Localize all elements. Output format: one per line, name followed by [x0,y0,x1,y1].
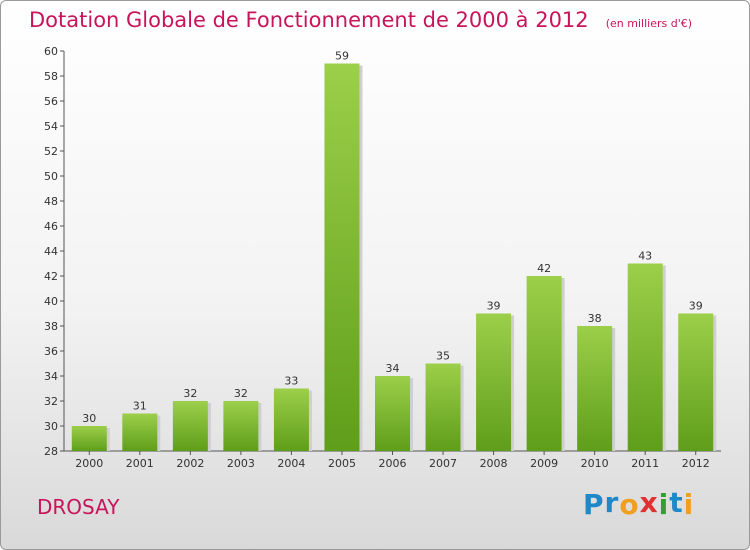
bar-2007 [425,363,461,451]
bar-2004 [273,388,309,451]
value-label-2012: 39 [689,300,703,313]
y-tick-label: 28 [44,445,58,458]
y-tick-label: 60 [44,45,58,58]
y-tick-label: 34 [44,370,58,383]
y-tick-label: 58 [44,70,58,83]
y-tick-label: 30 [44,420,58,433]
bars [71,63,717,451]
proxiti-logo[interactable]: Proxiti [583,486,695,521]
x-tick-label-2001: 2001 [126,457,154,470]
value-label-2003: 32 [234,387,248,400]
logo-letter: r [604,486,620,519]
y-tick-label: 32 [44,395,58,408]
x-tick-label-2011: 2011 [631,457,659,470]
y-tick-label: 40 [44,295,58,308]
x-tick-label-2006: 2006 [379,457,407,470]
x-tick-label-2008: 2008 [480,457,508,470]
value-label-2010: 38 [588,312,602,325]
bar-2012 [678,313,714,451]
value-label-2006: 34 [386,362,400,375]
value-label-2008: 39 [487,300,501,313]
logo-letter: P [583,488,605,521]
bar-2003 [223,401,259,451]
value-label-2001: 31 [133,400,147,413]
y-tick-label: 54 [44,120,58,133]
logo-letter: i [658,488,670,521]
bar-2000 [71,426,107,451]
x-tick-label-2000: 2000 [75,457,103,470]
logo-letter: t [669,486,684,519]
bar-2010 [577,326,613,451]
bar-2011 [627,263,663,451]
x-tick-label-2012: 2012 [682,457,710,470]
value-label-2011: 43 [638,250,652,263]
axes: 28 30 32 34 36 38 40 42 44 46 48 50 52 54 56 58 60 [44,45,721,458]
x-tick-label-2007: 2007 [429,457,457,470]
chart-title: Dotation Globale de Fonctionnement de 20… [29,8,589,32]
bar-2002 [172,401,208,451]
chart-subtitle: (en milliers d'€) [605,17,693,30]
value-label-2002: 32 [183,387,197,400]
value-label-2004: 33 [284,375,298,388]
x-tick-label-2005: 2005 [328,457,356,470]
x-tick-label-2004: 2004 [277,457,305,470]
y-tick-label: 56 [44,95,58,108]
bar-2006 [375,376,410,451]
bar-2008 [476,313,512,451]
y-tick-label: 44 [44,245,58,258]
y-tick-label: 46 [44,220,58,233]
y-tick-label: 48 [44,195,58,208]
logo-letter: i [683,488,695,521]
x-tick-label-2002: 2002 [176,457,204,470]
value-label-2000: 30 [82,412,96,425]
x-tick-label-2009: 2009 [530,457,558,470]
bar-2005 [324,63,360,451]
logo-letter: x [639,486,659,519]
x-tick-label-2003: 2003 [227,457,255,470]
value-label-2007: 35 [436,350,450,363]
x-tick-label-2010: 2010 [581,457,609,470]
title-line: Dotation Globale de Fonctionnement de 20… [29,8,692,32]
value-label-2009: 42 [537,262,551,275]
labels: 30 2000 31 2001 32 2002 32 2003 33 2004 59 2005 34 20… [75,50,709,471]
y-tick-label: 50 [44,170,58,183]
bar-2009 [526,276,562,451]
commune-name: DROSAY [37,495,120,519]
bar-2001 [122,413,158,451]
y-tick-label: 38 [44,320,58,333]
y-tick-label: 52 [44,145,58,158]
y-tick-label: 36 [44,345,58,358]
logo-letter: o [619,488,640,521]
y-tick-label: 42 [44,270,58,283]
value-label-2005: 59 [335,50,349,63]
